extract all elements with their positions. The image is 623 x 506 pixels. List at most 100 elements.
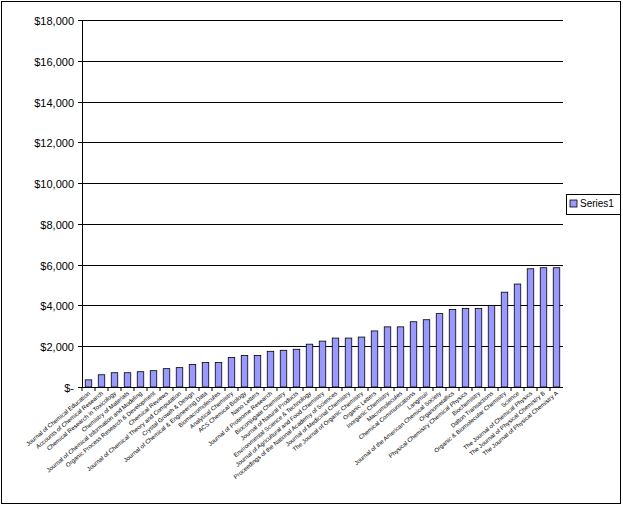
bar [410,322,417,387]
x-tick [264,387,265,391]
x-tick [472,387,473,391]
x-tick-label: The Journal of Physical Chemistry B [468,390,546,457]
grid-line [82,183,563,184]
legend-label: Series1 [580,198,614,209]
x-tick-label: Journal of the American Chemical Society [353,390,442,466]
y-tick [78,305,82,306]
x-tick [511,387,512,391]
bar [384,327,391,387]
bar [176,368,183,387]
bar [163,369,170,387]
y-tick-label: $10,000 [34,178,74,190]
chart-border [2,2,621,504]
x-tick [108,387,109,391]
x-axis [82,387,563,388]
bar [228,357,235,387]
y-tick-label: $14,000 [34,97,74,109]
y-tick-label: $- [64,382,74,394]
bar [124,373,131,387]
x-tick [199,387,200,391]
bar [358,337,365,387]
bar [449,310,456,387]
bar [436,314,443,387]
legend-swatch [570,200,577,207]
bar [332,338,339,387]
x-tick [225,387,226,391]
bar [150,371,157,387]
bars [85,268,560,387]
plot-area [82,20,563,387]
y-tick [78,102,82,103]
x-tick [147,387,148,391]
x-tick [290,387,291,391]
bar [111,373,118,387]
y-tick-label: $2,000 [40,341,74,353]
x-tick-label: Crystal Growth & Design [141,390,195,437]
bar [553,268,560,387]
x-tick [433,387,434,391]
bar [540,268,547,387]
bar [85,380,92,387]
x-tick-label: Organic Process Research & Development [65,390,157,468]
x-tick [212,387,213,391]
y-tick [78,183,82,184]
x-tick [277,387,278,391]
x-tick [95,387,96,391]
x-tick [459,387,460,391]
x-tick [394,387,395,391]
y-tick-label: $6,000 [40,260,74,272]
x-tick [303,387,304,391]
y-tick [78,346,82,347]
x-tick-label: The Journal of Physical Chemistry A [481,390,559,457]
grid-line [82,265,563,266]
bar [202,363,209,387]
grid-line [82,224,563,225]
legend-box [567,195,621,215]
bar [345,338,352,387]
y-tick-label: $12,000 [34,137,74,149]
x-tick [524,387,525,391]
x-tick [485,387,486,391]
grid-line [82,61,563,62]
x-tick [446,387,447,391]
x-tick [238,387,239,391]
x-tick-label: Journal of Medicinal Chemistry [284,390,351,447]
bar [514,284,521,387]
bar [293,349,300,387]
x-tick-label: Proceedings of the National Academy of S… [233,390,339,480]
bar [501,292,508,387]
bar [254,355,261,387]
x-tick [342,387,343,391]
x-tick [381,387,382,391]
bar [267,351,274,387]
grid-line [82,142,563,143]
bar [189,365,196,387]
grid-line [82,102,563,103]
x-tick [537,387,538,391]
bar [488,305,495,387]
bar [397,327,404,387]
x-tick [173,387,174,391]
bar [319,341,326,387]
y-tick [78,265,82,266]
y-tick-label: $4,000 [40,300,74,312]
x-tick [498,387,499,391]
bar [215,363,222,387]
bar [423,320,430,387]
y-tick-label: $18,000 [34,15,74,27]
x-tick [186,387,187,391]
x-tick [251,387,252,391]
bar [241,355,248,387]
bar [475,309,482,387]
x-tick [316,387,317,391]
bar [98,375,105,387]
y-tick-label: $8,000 [40,219,74,231]
x-tick [329,387,330,391]
bar [306,344,313,387]
x-tick [368,387,369,391]
x-tick [160,387,161,391]
x-tick [121,387,122,391]
bar [280,350,287,387]
x-tick [407,387,408,391]
bar [462,309,469,387]
